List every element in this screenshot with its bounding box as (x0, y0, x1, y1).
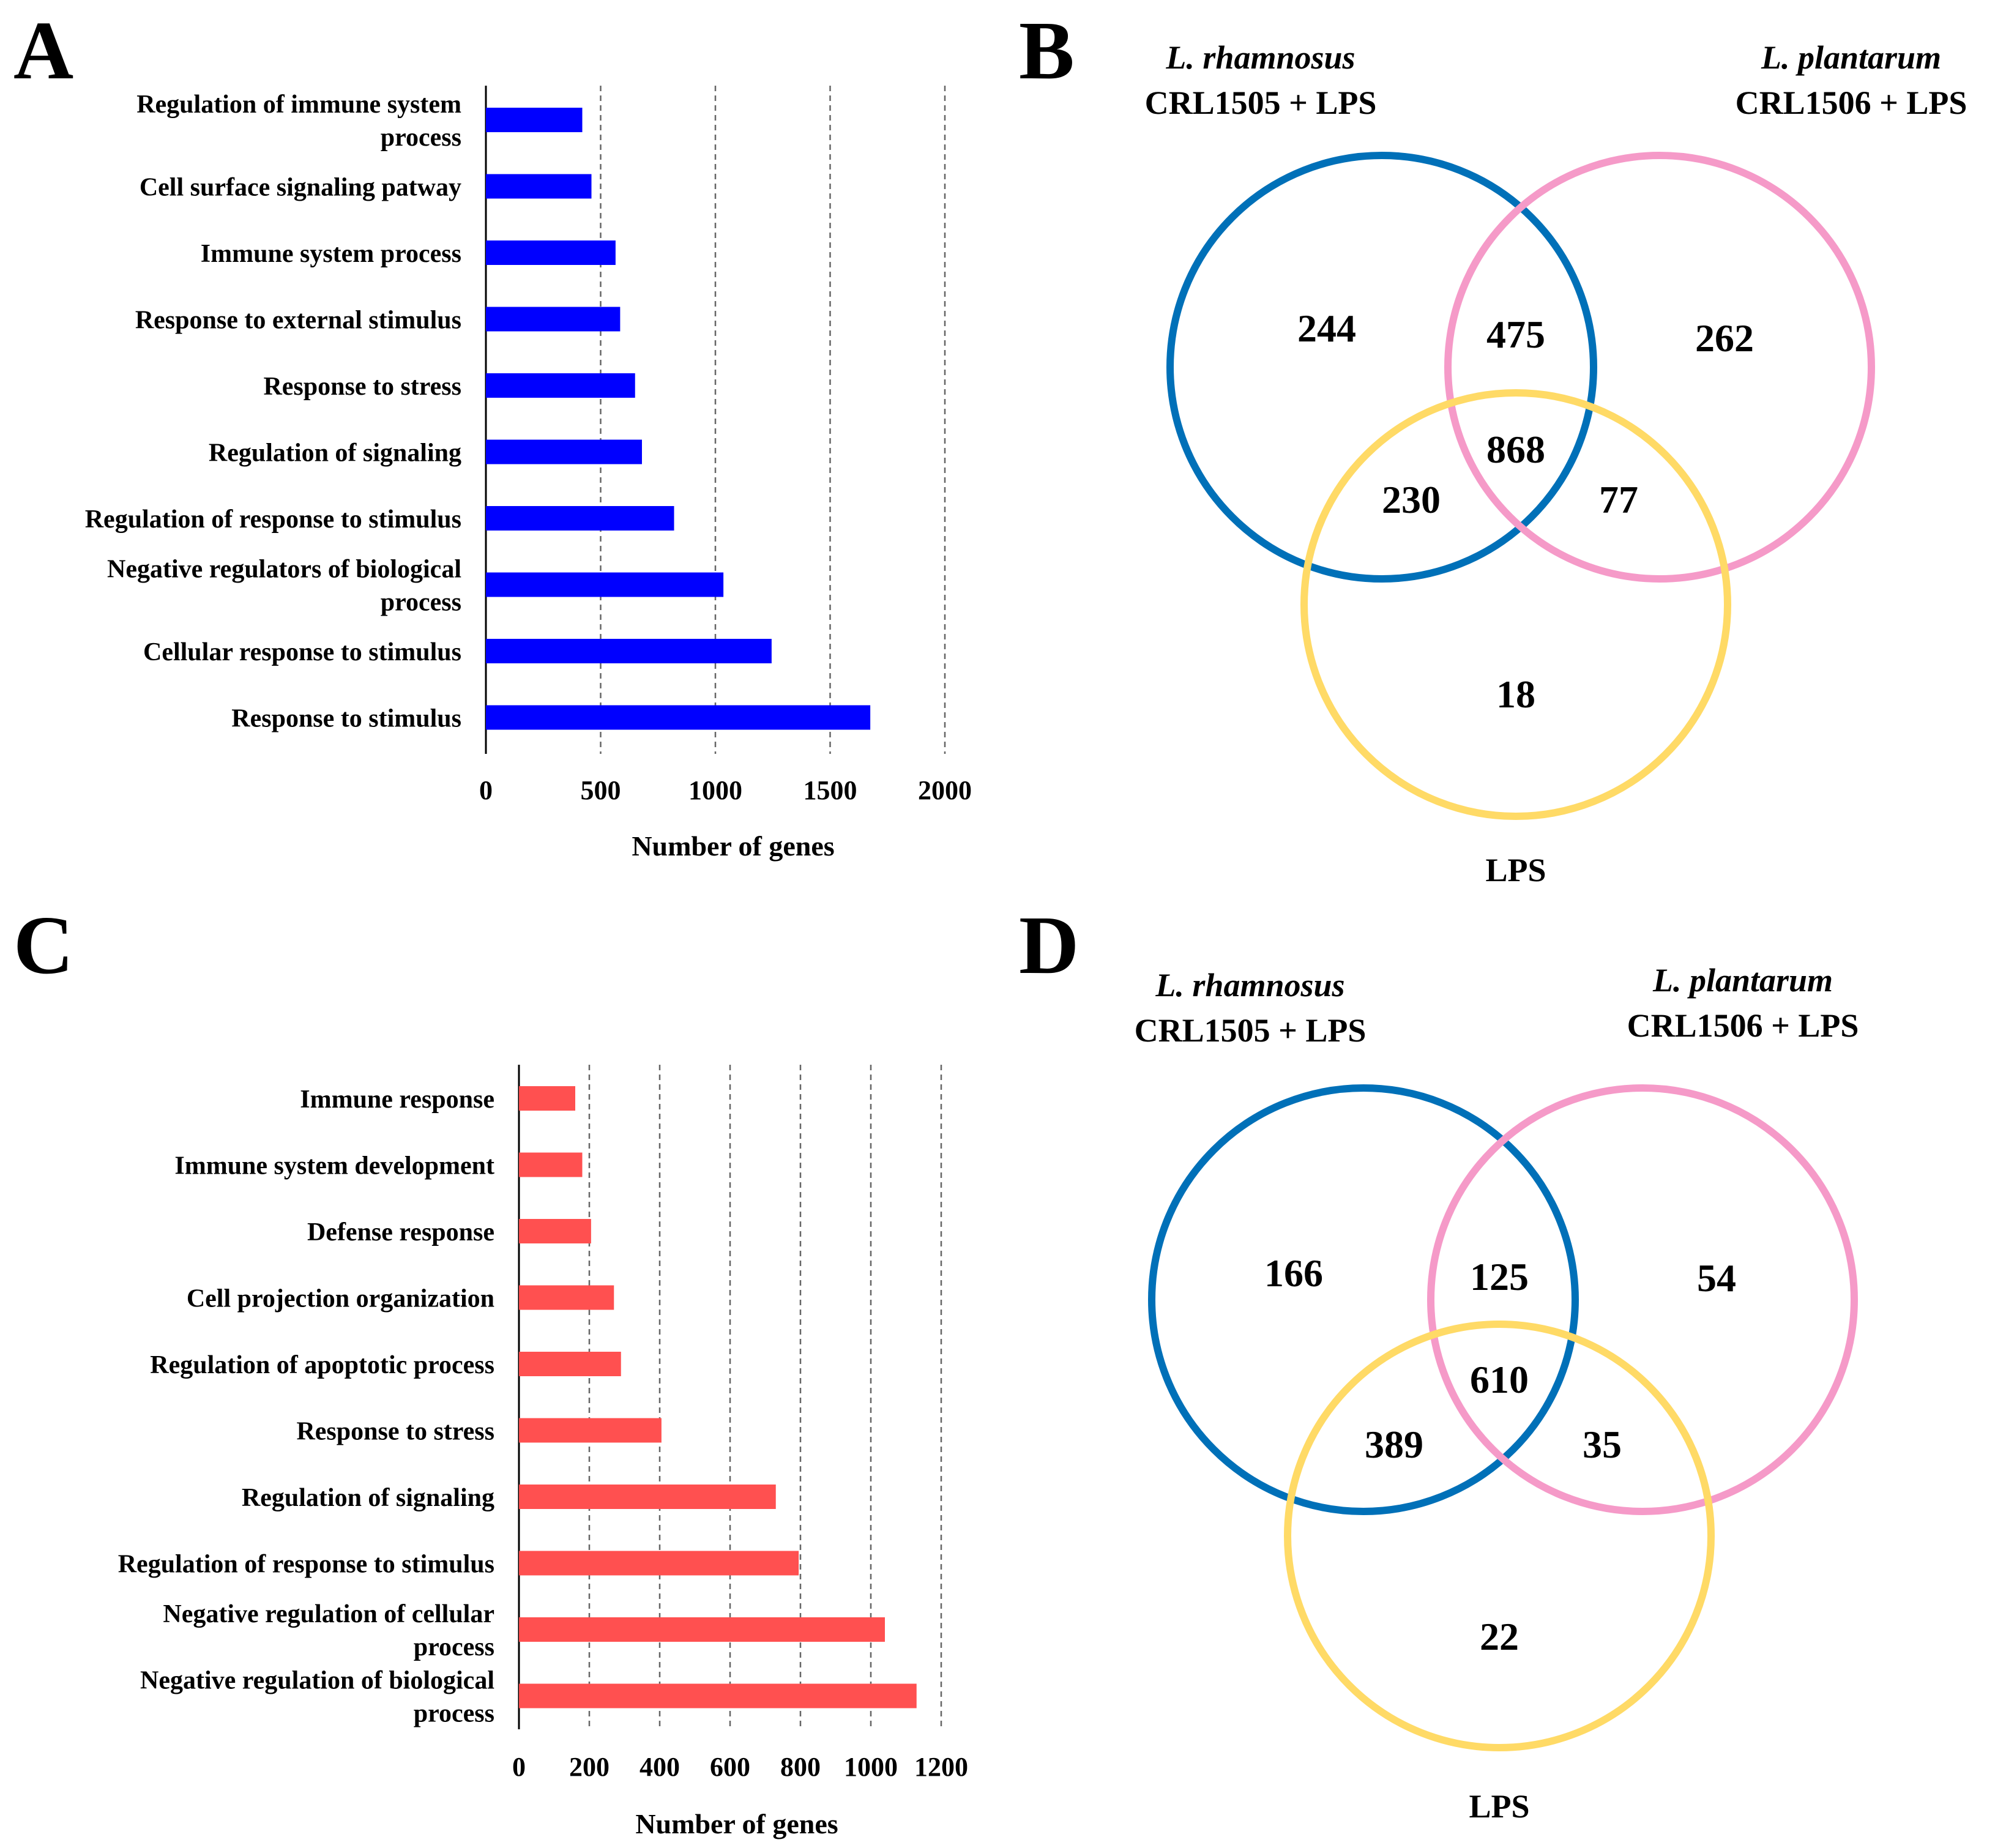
category-label-a-1: Cell surface signaling patway (140, 174, 461, 202)
bar-c-6 (519, 1485, 776, 1509)
bar-c-0 (519, 1086, 575, 1111)
category-label-a-7-line0: Negative regulators of biological (107, 556, 461, 584)
bar-a-1 (486, 174, 592, 199)
venn-b-set3-title: LPS (1485, 852, 1546, 889)
tick-label-a-1: 500 (581, 775, 621, 805)
venn-b-only-plantarum: 262 (1695, 316, 1754, 360)
bar-a-6 (486, 506, 674, 531)
venn-b-circle-plantarum (1444, 152, 1875, 583)
category-label-c-1: Immune system development (174, 1152, 494, 1180)
category-label-c-2: Defense response (307, 1218, 494, 1246)
category-label-a-7-line1: process (381, 589, 461, 617)
tick-label-a-0: 0 (479, 775, 493, 805)
bar-a-5 (486, 439, 642, 464)
bar-a-8 (486, 639, 772, 663)
tick-label-c-4: 800 (780, 1752, 821, 1782)
bar-c-2 (519, 1219, 591, 1243)
category-label-c-9-line1: process (414, 1700, 494, 1728)
bar-c-8 (519, 1617, 885, 1642)
venn-b-all-three: 868 (1486, 428, 1545, 471)
venn-b-plantarum-lps: 77 (1599, 478, 1638, 521)
venn-d-only-lps: 22 (1480, 1615, 1519, 1658)
category-label-a-6: Regulation of response to stimulus (85, 505, 461, 534)
venn-b-only-lps: 18 (1496, 673, 1535, 716)
category-label-a-4: Response to stress (263, 373, 461, 401)
category-label-c-8-line1: process (414, 1633, 494, 1661)
category-label-a-0-line1: process (381, 124, 461, 152)
category-label-c-0: Immune response (300, 1086, 494, 1114)
venn-b-set2-title: CRL1506 + LPS (1736, 84, 1967, 121)
bar-c-1 (519, 1152, 583, 1177)
category-label-a-9: Response to stimulus (231, 705, 461, 733)
x-axis-title-a: Number of genes (632, 830, 834, 862)
bar-c-7 (519, 1551, 799, 1576)
venn-d-circle-plantarum (1427, 1084, 1858, 1515)
venn-d-circle-lps (1284, 1321, 1715, 1751)
bar-a-0 (486, 108, 583, 132)
category-label-c-8-line0: Negative regulation of cellular (163, 1600, 494, 1628)
category-label-c-6: Regulation of signaling (242, 1484, 494, 1512)
bar-a-4 (486, 373, 635, 398)
venn-b-set1-title: CRL1505 + LPS (1145, 84, 1377, 121)
tick-label-c-5: 1000 (844, 1752, 898, 1782)
venn-d-only-plantarum: 54 (1697, 1256, 1736, 1300)
tick-label-c-3: 600 (710, 1752, 750, 1782)
venn-b-rhamnosus-lps: 230 (1382, 478, 1441, 521)
venn-diagram-b: L. rhamnosus CRL1505 + LPS L. plantarum … (1145, 39, 1967, 889)
panel-letter-c: C (13, 900, 73, 991)
category-label-c-7: Regulation of response to stimulus (118, 1551, 494, 1579)
venn-b-rhamnosus-plantarum: 475 (1486, 313, 1545, 356)
category-label-a-0-line0: Regulation of immune system (136, 91, 461, 119)
tick-label-c-1: 200 (569, 1752, 610, 1782)
venn-d-set1-title-italic: L. rhamnosus (1155, 967, 1344, 1004)
panel-letter-a: A (13, 5, 73, 97)
category-label-c-4: Regulation of apoptotic process (150, 1351, 494, 1379)
category-label-a-5: Regulation of signaling (209, 439, 461, 468)
venn-d-circle-rhamnosus (1148, 1084, 1579, 1515)
venn-b-set2-title-italic: L. plantarum (1761, 39, 1941, 76)
bar-chart-a: Regulation of immune system process Cell s… (85, 86, 972, 862)
panel-letter-b: B (1019, 5, 1075, 97)
category-label-a-8: Cellular response to stimulus (143, 638, 461, 666)
bar-a-2 (486, 240, 616, 265)
tick-label-a-2: 1000 (688, 775, 742, 805)
bar-a-7 (486, 572, 724, 597)
bar-c-5 (519, 1418, 662, 1443)
category-label-c-5: Response to stress (296, 1418, 494, 1446)
x-axis-title-c: Number of genes (635, 1808, 838, 1839)
venn-d-plantarum-lps: 35 (1583, 1423, 1622, 1466)
tick-label-c-0: 0 (512, 1752, 526, 1782)
tick-label-a-4: 2000 (918, 775, 972, 805)
venn-d-rhamnosus-lps: 389 (1365, 1423, 1423, 1466)
category-label-a-2: Immune system process (201, 240, 461, 268)
category-label-a-3: Response to external stimulus (135, 307, 461, 335)
venn-b-circle-lps (1300, 389, 1731, 820)
venn-diagram-d: L. rhamnosus CRL1505 + LPS L. plantarum … (1135, 962, 1859, 1825)
panel-letter-d: D (1019, 900, 1079, 991)
tick-label-c-6: 1200 (914, 1752, 968, 1782)
venn-d-set3-title: LPS (1469, 1788, 1529, 1825)
venn-d-all-three: 610 (1470, 1358, 1529, 1401)
category-label-c-3: Cell projection organization (187, 1285, 494, 1313)
venn-d-set2-title: CRL1506 + LPS (1627, 1007, 1859, 1044)
venn-b-only-rhamnosus: 244 (1297, 307, 1356, 350)
bar-c-3 (519, 1285, 614, 1310)
venn-b-set1-title-italic: L. rhamnosus (1165, 39, 1355, 76)
venn-d-only-rhamnosus: 166 (1264, 1251, 1323, 1295)
venn-b-circle-rhamnosus (1166, 152, 1597, 583)
tick-label-c-2: 400 (640, 1752, 680, 1782)
bar-c-4 (519, 1352, 621, 1376)
category-label-c-9-line0: Negative regulation of biological (140, 1667, 494, 1695)
bar-chart-c: Immune response Immune system development… (118, 1065, 968, 1839)
bar-a-9 (486, 705, 871, 730)
tick-label-a-3: 1500 (804, 775, 857, 805)
venn-d-set1-title: CRL1505 + LPS (1135, 1012, 1367, 1049)
venn-d-set2-title-italic: L. plantarum (1652, 962, 1833, 999)
bar-c-9 (519, 1683, 917, 1708)
bar-a-3 (486, 307, 621, 332)
venn-d-rhamnosus-plantarum: 125 (1470, 1255, 1529, 1298)
